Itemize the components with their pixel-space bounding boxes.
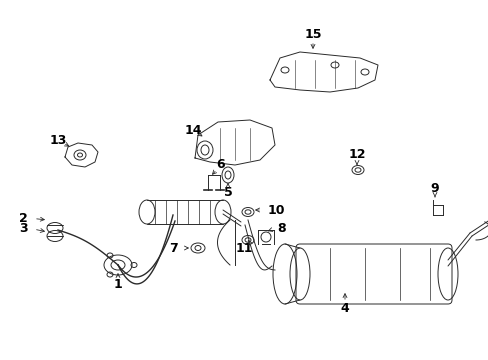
Text: 1: 1 <box>113 279 122 292</box>
Text: 3: 3 <box>20 221 28 234</box>
Text: 11: 11 <box>235 242 252 255</box>
Text: 7: 7 <box>169 242 178 255</box>
Text: 6: 6 <box>216 158 225 171</box>
Text: 13: 13 <box>49 134 66 147</box>
Text: 2: 2 <box>19 211 28 225</box>
Text: 10: 10 <box>267 203 285 216</box>
Text: 5: 5 <box>223 186 232 199</box>
Text: 9: 9 <box>430 181 438 194</box>
Text: 15: 15 <box>304 28 321 41</box>
Text: 8: 8 <box>276 221 285 234</box>
Text: 12: 12 <box>347 148 365 162</box>
Text: 14: 14 <box>184 123 202 136</box>
Text: 4: 4 <box>340 302 348 315</box>
